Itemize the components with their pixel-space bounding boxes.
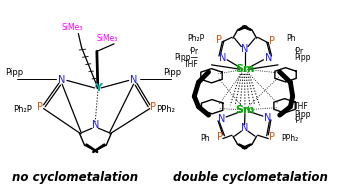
Text: P: P (269, 132, 275, 142)
Text: N: N (241, 123, 248, 133)
Text: N: N (241, 43, 248, 53)
Text: Ph: Ph (200, 134, 210, 143)
Text: Sm: Sm (235, 64, 254, 74)
Text: double cyclometalation: double cyclometalation (173, 171, 328, 184)
Text: ⁱPr: ⁱPr (190, 47, 198, 56)
Text: Y: Y (94, 83, 102, 93)
Text: Ph₂P: Ph₂P (188, 34, 205, 43)
Text: PPh₂: PPh₂ (156, 105, 175, 114)
Text: N: N (130, 75, 137, 85)
Text: Pipp: Pipp (163, 68, 181, 77)
Text: N: N (217, 114, 225, 124)
Text: N: N (58, 75, 66, 85)
Text: P: P (216, 35, 222, 45)
Text: Pipp: Pipp (5, 68, 23, 77)
Text: no cyclometalation: no cyclometalation (12, 171, 138, 184)
Text: N: N (264, 113, 271, 123)
Text: ⁱPr: ⁱPr (294, 47, 303, 56)
Text: SiMe₃: SiMe₃ (97, 34, 118, 43)
Text: Sm: Sm (235, 105, 255, 115)
Text: P: P (37, 102, 43, 112)
Text: Ph₂P: Ph₂P (13, 105, 32, 114)
Text: THF: THF (294, 102, 309, 111)
Text: P: P (269, 36, 275, 46)
Text: P: P (150, 102, 156, 112)
Text: Pipp: Pipp (294, 110, 311, 119)
Text: Ph: Ph (286, 34, 296, 43)
Text: ⁱPr: ⁱPr (294, 116, 303, 125)
Text: SiMe₃: SiMe₃ (61, 23, 83, 32)
Text: THF: THF (184, 60, 198, 69)
Text: N: N (92, 120, 99, 130)
Text: PPh₂: PPh₂ (281, 134, 299, 143)
Text: P: P (217, 132, 223, 142)
Text: N: N (218, 53, 226, 63)
Text: Pipp—: Pipp— (174, 53, 198, 62)
Text: Pipp: Pipp (294, 53, 311, 62)
Text: N: N (265, 53, 272, 63)
